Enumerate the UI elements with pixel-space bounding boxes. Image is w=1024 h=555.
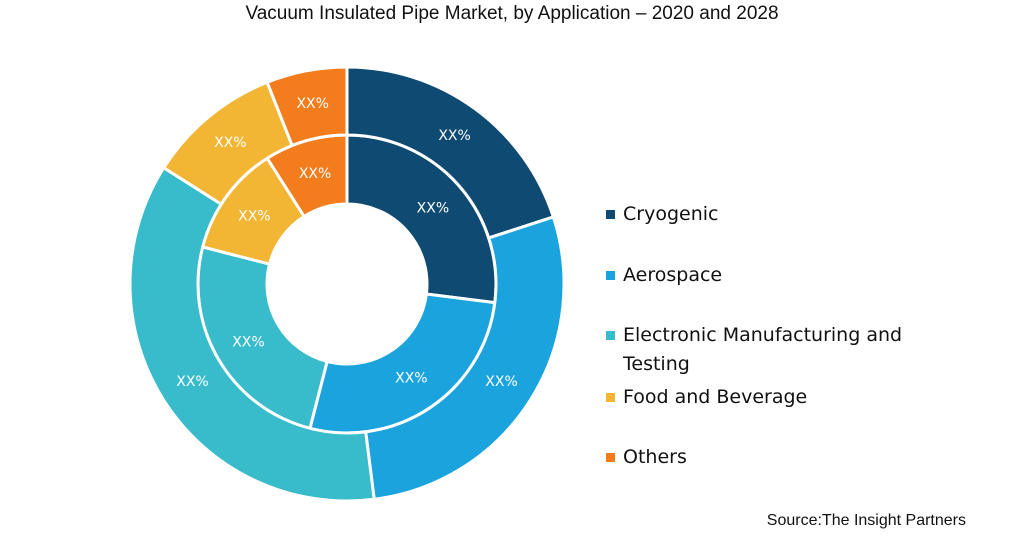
legend-swatch-cryogenic (606, 210, 615, 219)
legend-item-food-and-beverage: Food and Beverage (606, 383, 913, 412)
slice-label-outer-others: XX% (296, 96, 328, 112)
legend-item-aerospace: Aerospace (606, 261, 913, 290)
slice-outer-electronic-manufacturing (128, 165, 376, 503)
legend-item-electronic-manufacturing: Electronic Manufacturing and Testing (606, 321, 913, 379)
legend-swatch-food-and-beverage (606, 393, 615, 402)
slice-label-outer-electronic-manufacturing: XX% (176, 374, 208, 390)
legend-label-others: Others (623, 446, 687, 468)
slice-label-inner-others: XX% (299, 166, 331, 182)
slice-outer-others (265, 65, 349, 148)
slice-outer-aerospace (363, 215, 566, 501)
chart-title: Vacuum Insulated Pipe Market, by Applica… (245, 3, 779, 24)
legend-swatch-aerospace (606, 271, 615, 280)
legend-label-food-and-beverage: Food and Beverage (623, 386, 808, 408)
slice-label-inner-food-and-beverage: XX% (238, 209, 270, 225)
slice-label-outer-cryogenic: XX% (438, 128, 470, 144)
slice-label-inner-cryogenic: XX% (417, 200, 449, 216)
legend-swatch-electronic-manufacturing (606, 331, 615, 340)
source-note: Source:The Insight Partners (766, 512, 966, 529)
legend-label-cryogenic: Cryogenic (623, 203, 719, 225)
slice-label-inner-aerospace: XX% (395, 371, 427, 387)
legend-swatch-others (606, 453, 615, 462)
slice-label-outer-aerospace: XX% (485, 374, 517, 390)
slice-label-inner-electronic-manufacturing: XX% (232, 334, 264, 350)
legend-item-cryogenic: Cryogenic (606, 200, 913, 229)
legend-label-aerospace: Aerospace (623, 264, 723, 286)
legend-label-electronic-manufacturing: Electronic Manufacturing and Testing (623, 324, 903, 375)
slice-label-outer-food-and-beverage: XX% (214, 135, 246, 151)
legend-item-others: Others (606, 443, 913, 472)
